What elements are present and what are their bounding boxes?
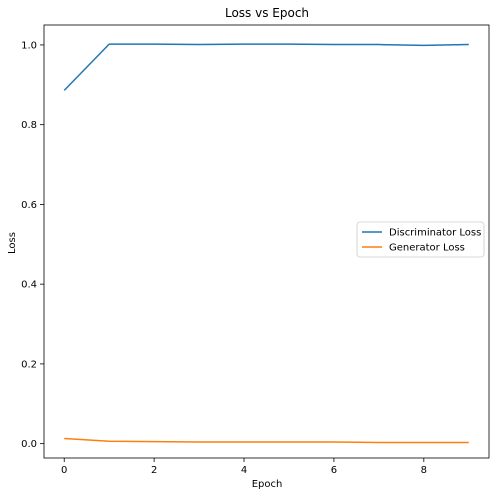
- legend-box: [356, 221, 485, 258]
- y-tick-label: 0.6: [21, 200, 37, 211]
- legend-label: Generator Loss: [389, 243, 465, 254]
- x-tick-label: 8: [421, 465, 427, 476]
- x-tick-label: 0: [61, 465, 67, 476]
- chart-title: Loss vs Epoch: [225, 6, 309, 20]
- y-axis: 0.0 0.2 0.4 0.6 0.8 1.0: [21, 40, 44, 450]
- y-tick-label: 0.0: [21, 439, 37, 450]
- series-line-1: [64, 437, 469, 444]
- y-axis-label: Loss: [7, 232, 18, 254]
- legend: Discriminator Loss Generator Loss: [356, 221, 485, 258]
- series-lines: [63, 43, 469, 444]
- x-tick-label: 4: [241, 465, 247, 476]
- x-axis: 0 2 4 6 8: [61, 458, 427, 476]
- y-tick-label: 0.4: [21, 280, 37, 291]
- x-tick-label: 6: [331, 465, 337, 476]
- y-tick-label: 0.8: [21, 120, 37, 131]
- y-tick-label: 0.2: [21, 359, 37, 370]
- x-tick-label: 2: [151, 465, 157, 476]
- x-axis-label: Epoch: [252, 479, 283, 490]
- y-tick-label: 1.0: [21, 40, 37, 51]
- series-line-0: [63, 43, 469, 91]
- legend-label: Discriminator Loss: [389, 228, 481, 239]
